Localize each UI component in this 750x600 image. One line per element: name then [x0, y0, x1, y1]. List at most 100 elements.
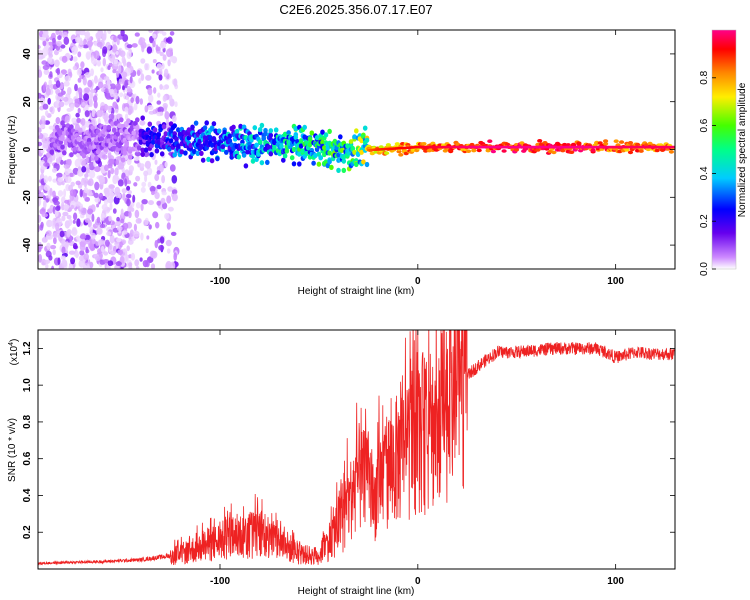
heatmap-cell [129, 76, 133, 84]
heatmap-cell [327, 150, 332, 156]
heatmap-cell [139, 163, 145, 168]
heatmap-cell [85, 31, 91, 39]
y-tick-label: 0.6 [22, 451, 33, 465]
heatmap-cell [519, 141, 525, 145]
heatmap-cell [122, 150, 128, 156]
heatmap-cell [60, 255, 66, 260]
heatmap-cell [57, 257, 61, 266]
heatmap-cell [284, 148, 290, 154]
heatmap-cell [103, 76, 110, 81]
heatmap-cell [52, 249, 56, 256]
heatmap-cell [121, 56, 126, 64]
heatmap-cell [97, 118, 101, 125]
heatmap-cell [130, 252, 136, 261]
heatmap-cell [327, 159, 332, 165]
heatmap-cell [152, 59, 157, 64]
heatmap-cell [63, 204, 69, 212]
heatmap-cell [82, 76, 87, 86]
heatmap-cell [117, 249, 123, 256]
heatmap-cell [40, 149, 45, 154]
heatmap-cell [638, 149, 644, 153]
heatmap-cell [43, 199, 47, 209]
snr-series-line [38, 330, 675, 566]
heatmap-cell [97, 30, 104, 38]
heatmap-cell [108, 243, 113, 250]
heatmap-cell [131, 43, 138, 48]
heatmap-cell [49, 245, 57, 250]
heatmap-cell [59, 230, 65, 238]
heatmap-cell [38, 193, 43, 200]
heatmap-cell [140, 147, 145, 153]
colorbar-tick-label: 0.0 [699, 262, 710, 276]
heatmap-cell [166, 222, 171, 230]
heatmap-cell [119, 241, 123, 248]
heatmap-cell [128, 262, 133, 267]
heatmap-cell [64, 143, 68, 152]
heatmap-cell [158, 244, 165, 251]
heatmap-cell [162, 85, 166, 91]
heatmap-cell [67, 142, 72, 148]
heatmap-cell [111, 44, 118, 53]
heatmap-cell [364, 161, 370, 168]
heatmap-cell [238, 123, 243, 129]
heatmap-cell [304, 150, 309, 157]
heatmap-cell [136, 266, 140, 269]
heatmap-cell [64, 75, 71, 82]
heatmap-cell [135, 95, 140, 105]
heatmap-cell [119, 128, 124, 134]
heatmap-cell [156, 200, 162, 206]
heatmap-cell [619, 140, 625, 144]
snr-y-scale-label: (x104) [8, 339, 20, 366]
heatmap-cell [127, 109, 132, 116]
snr-y-scale-prefix: (x10 [9, 345, 20, 365]
heatmap-cell [100, 245, 105, 253]
heatmap-cell [108, 215, 112, 222]
heatmap-cell [93, 100, 98, 109]
heatmap-cell [109, 88, 115, 98]
heatmap-cell [83, 38, 87, 46]
heatmap-cell [67, 87, 72, 95]
snr-x-label: Height of straight line (km) [298, 586, 415, 597]
heatmap-cell [81, 166, 87, 173]
heatmap-cell [197, 138, 202, 145]
heatmap-cell [140, 186, 146, 193]
heatmap-cell [88, 170, 96, 179]
heatmap-cell [58, 101, 65, 108]
heatmap-cell [112, 35, 118, 43]
heatmap-cell [118, 61, 122, 67]
heatmap-cell [158, 74, 163, 81]
heatmap-cell [172, 152, 177, 158]
heatmap-cell [40, 221, 44, 229]
heatmap-cell [236, 154, 242, 160]
heatmap-cell [110, 107, 115, 115]
heatmap-cell [122, 146, 128, 152]
heatmap-cell [231, 124, 236, 130]
heatmap-cell [127, 239, 134, 245]
heatmap-cell [42, 140, 49, 149]
heatmap-cell [138, 37, 146, 44]
heatmap-cell [133, 223, 137, 232]
heatmap-cell [135, 202, 141, 209]
heatmap-cell [83, 93, 90, 101]
heatmap-cell [65, 176, 72, 184]
heatmap-cell [124, 128, 129, 135]
snr-y-scale-exponent: 4 [8, 342, 15, 346]
heatmap-cell [171, 175, 178, 184]
heatmap-cell [84, 87, 91, 93]
heatmap-cell [167, 146, 172, 152]
heatmap-cell [42, 64, 50, 71]
heatmap-cell [208, 135, 213, 141]
heatmap-cell [164, 213, 170, 220]
heatmap-cell [102, 112, 109, 120]
heatmap-cell [85, 246, 89, 254]
heatmap-cell [105, 239, 110, 247]
y-tick-label: 0.8 [22, 415, 33, 429]
heatmap-cell [268, 132, 274, 138]
heatmap-cell [103, 199, 108, 206]
heatmap-cell [141, 199, 148, 205]
heatmap-cell [668, 150, 675, 154]
heatmap-cell [45, 87, 51, 96]
heatmap-cell [152, 33, 157, 39]
heatmap-cell [145, 259, 150, 268]
heatmap-cell [41, 258, 47, 265]
